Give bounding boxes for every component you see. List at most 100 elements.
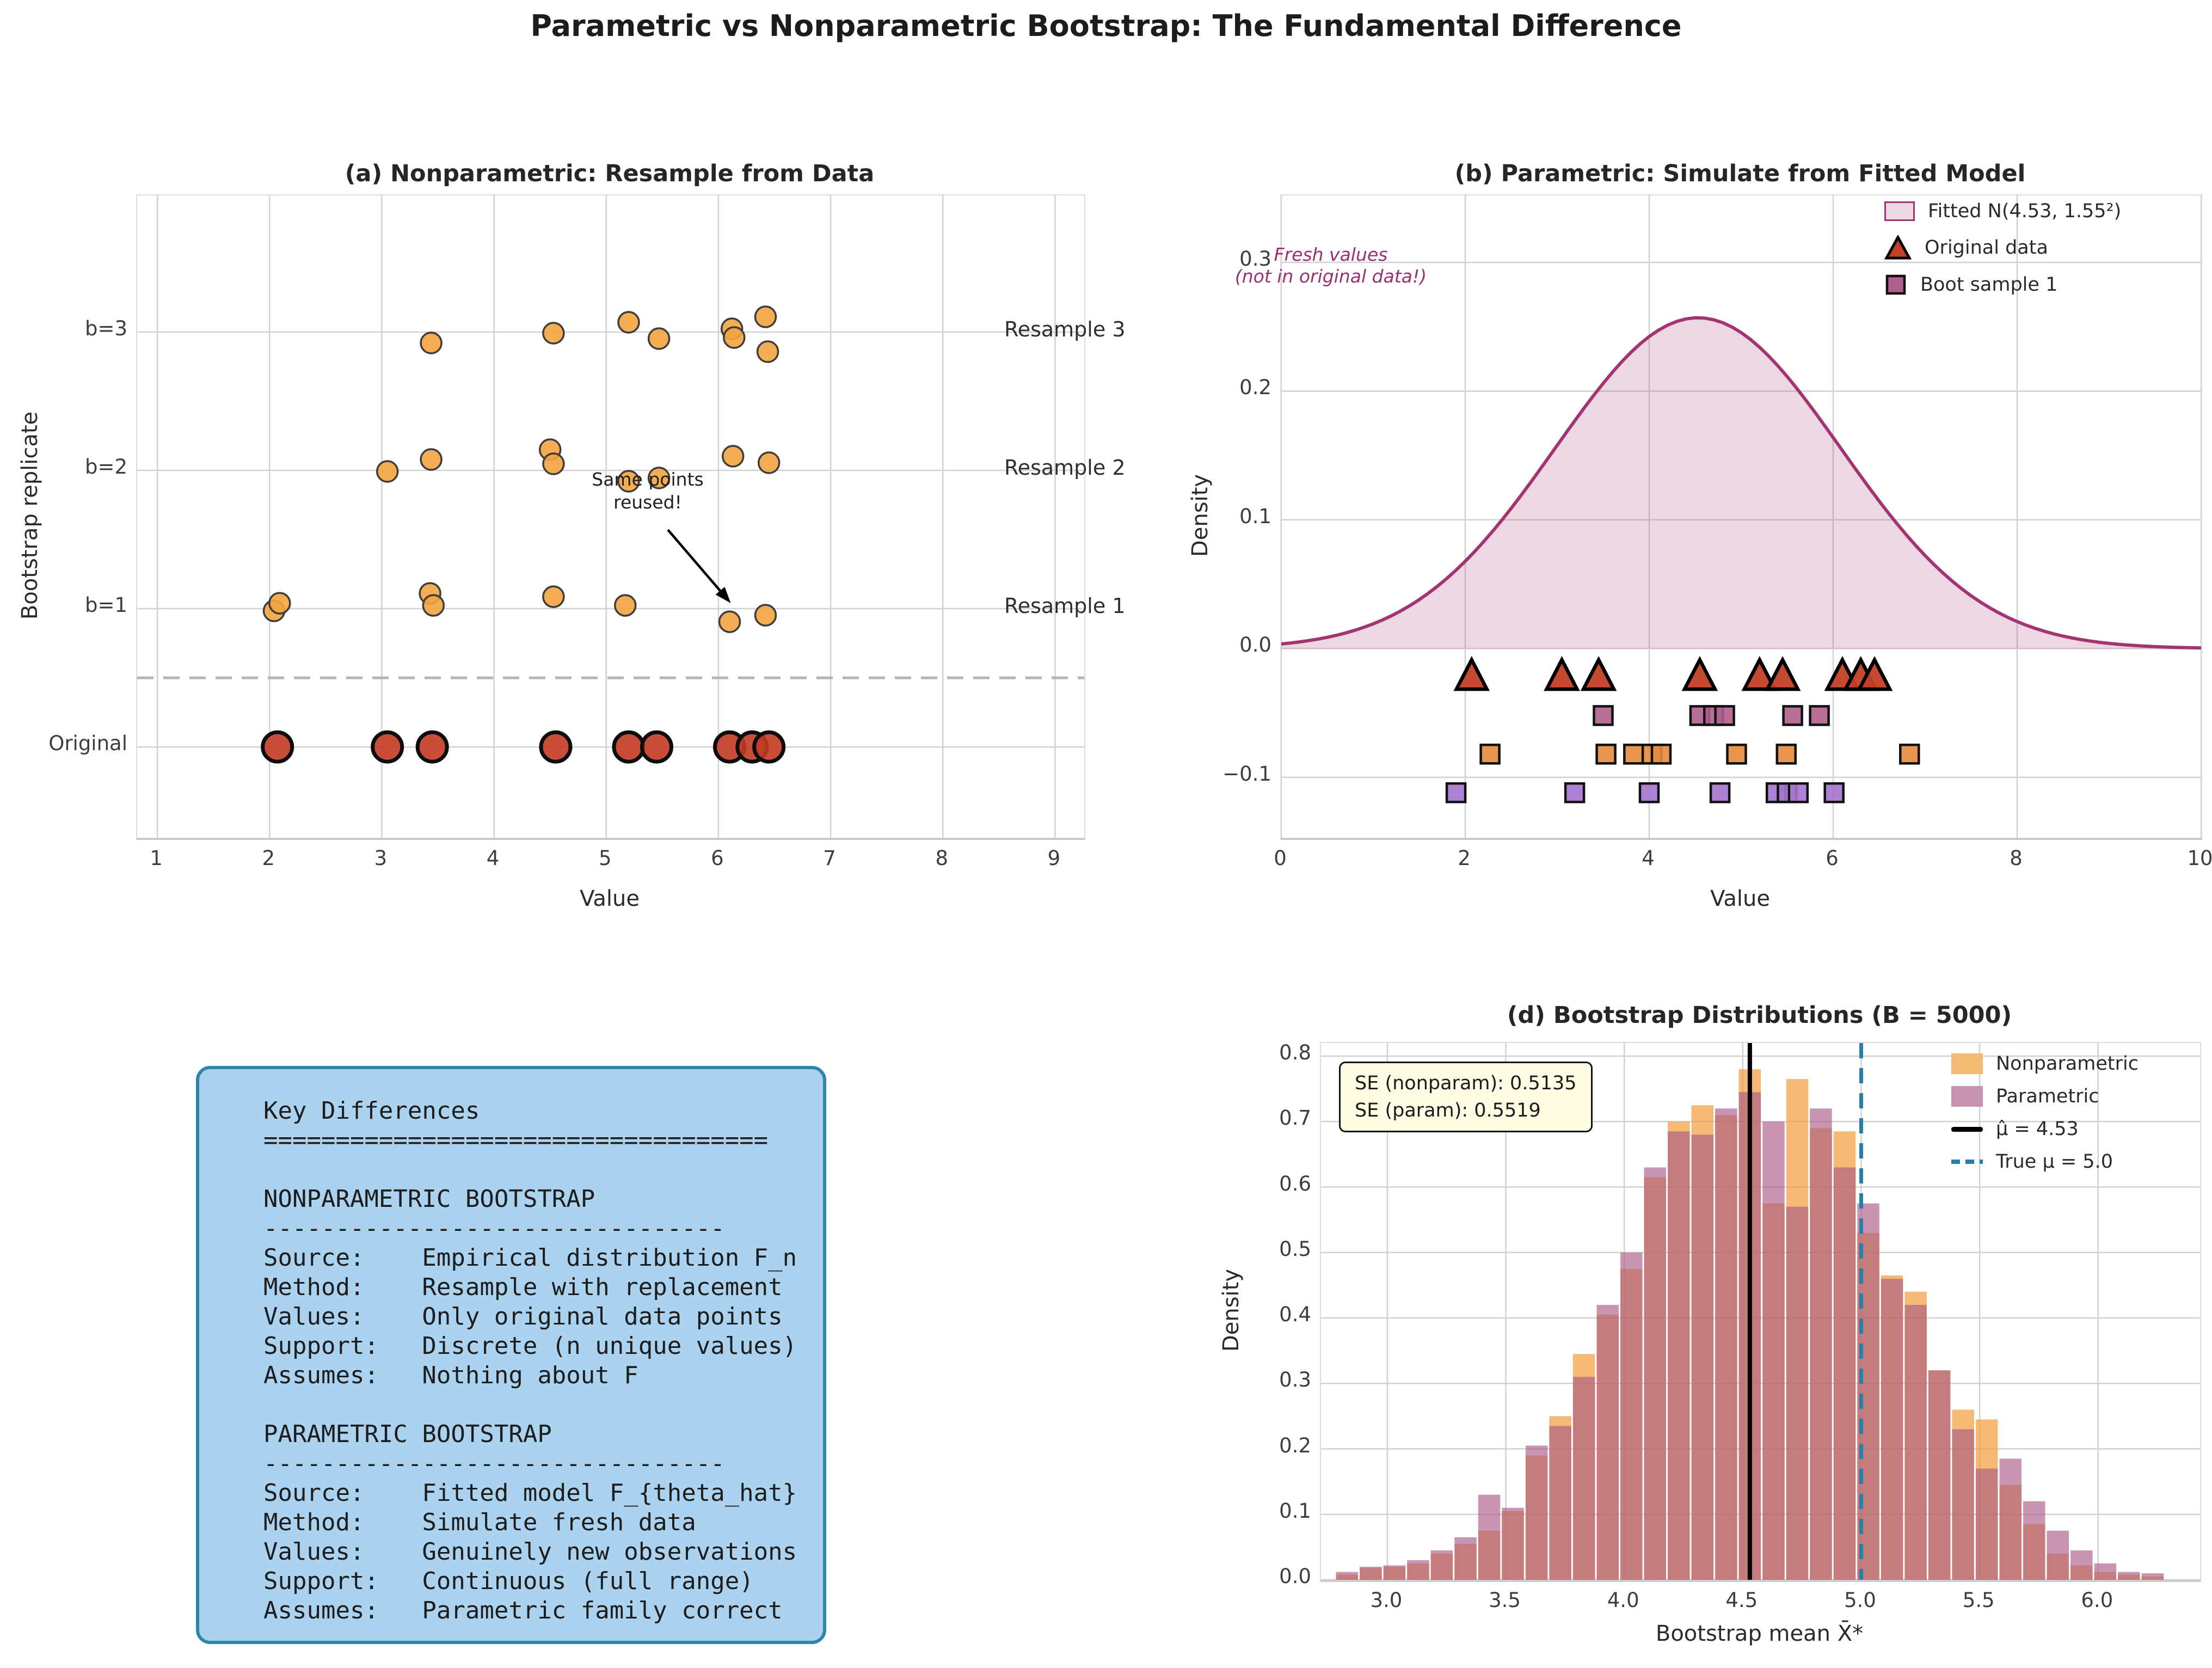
panel-a-xtick: 3 bbox=[374, 847, 388, 870]
panel-a-xtick: 7 bbox=[823, 847, 836, 870]
panel-b-xtick: 2 bbox=[1458, 847, 1471, 870]
panel-a-ytick: Original bbox=[48, 732, 127, 756]
panel-b-xtick: 8 bbox=[2010, 847, 2023, 870]
panel-a-ytick: b=1 bbox=[84, 593, 127, 617]
true-mu-line-swatch bbox=[1951, 1160, 1983, 1164]
gridlines bbox=[137, 195, 1084, 838]
annotation-line: Same points bbox=[592, 469, 704, 490]
rug-row-0 bbox=[1453, 655, 1893, 691]
panel-d-xlabel: Bootstrap mean X̄* bbox=[1655, 1621, 1864, 1646]
key-differences-box: Key Differences ========================… bbox=[196, 1066, 826, 1644]
legend-label: Boot sample 1 bbox=[1920, 274, 2058, 296]
legend-row: μ̂ = 4.53 bbox=[1951, 1118, 2139, 1140]
legend-row: Nonparametric bbox=[1951, 1053, 2139, 1075]
panel-a-xtick: 8 bbox=[935, 847, 948, 870]
legend-label: Nonparametric bbox=[1996, 1053, 2139, 1075]
panel-a-xtick: 2 bbox=[262, 847, 275, 870]
panel-b-ytick: 0.1 bbox=[1239, 504, 1271, 528]
panel-b-annotation: Fresh values (not in original data!) bbox=[1216, 244, 1445, 287]
rug-row-2 bbox=[1479, 744, 1920, 765]
panel-b-ytick: 0.0 bbox=[1239, 633, 1271, 657]
panel-d-xtick: 5.0 bbox=[1844, 1589, 1876, 1612]
panel-b-title: (b) Parametric: Simulate from Fitted Mod… bbox=[1454, 160, 2026, 187]
annotation-line: reused! bbox=[613, 492, 682, 513]
panel-d-xtick: 4.5 bbox=[1725, 1589, 1758, 1612]
triangle-marker-icon bbox=[1884, 235, 1912, 260]
panel-a-ytick: b=3 bbox=[84, 316, 127, 340]
key-box-text: Key Differences ========================… bbox=[263, 1097, 797, 1624]
legend-label: Fitted N(4.53, 1.55²) bbox=[1928, 200, 2122, 222]
legend-label: Original data bbox=[1925, 237, 2048, 259]
rug-row-1 bbox=[1593, 705, 1830, 726]
figure-title: Parametric vs Nonparametric Bootstrap: T… bbox=[530, 9, 1682, 43]
panel-b-xlabel: Value bbox=[1710, 886, 1770, 911]
panel-b-legend: Fitted N(4.53, 1.55²) Original data Boot… bbox=[1884, 200, 2121, 309]
panel-a-xtick: 9 bbox=[1047, 847, 1061, 870]
se-values-box: SE (nonparam): 0.5135 SE (param): 0.5519 bbox=[1339, 1062, 1593, 1132]
panel-d-xtick: 3.5 bbox=[1489, 1589, 1521, 1612]
legend-row: Original data bbox=[1884, 235, 2121, 260]
panel-d-ytick: 0.7 bbox=[1279, 1106, 1311, 1130]
panel-d-ytick: 0.8 bbox=[1279, 1041, 1311, 1065]
annotation-arrow bbox=[667, 529, 731, 603]
panel-b-ytick: −0.1 bbox=[1222, 762, 1271, 786]
gridlines bbox=[1281, 195, 2201, 838]
panel-b-xtick: 0 bbox=[1274, 847, 1287, 870]
panel-a-xtick: 4 bbox=[486, 847, 500, 870]
row-Original bbox=[261, 730, 786, 764]
row-b=3 bbox=[420, 305, 779, 363]
annotation-line: (not in original data!) bbox=[1234, 266, 1427, 287]
parametric-swatch bbox=[1951, 1086, 1983, 1107]
panel-b-xtick: 10 bbox=[2187, 847, 2212, 870]
panel-a-ylabel: Bootstrap replicate bbox=[17, 411, 42, 620]
se-param-text: SE (param): 0.5519 bbox=[1355, 1100, 1541, 1121]
panel-d-ytick: 0.5 bbox=[1279, 1237, 1311, 1261]
row-b=1 bbox=[262, 582, 777, 633]
panel-d-ytick: 0.6 bbox=[1279, 1172, 1311, 1195]
panel-a-resample-label: Resample 3 bbox=[1004, 317, 1126, 341]
se-nonparam-text: SE (nonparam): 0.5135 bbox=[1355, 1072, 1577, 1094]
panel-b-xtick: 4 bbox=[1642, 847, 1655, 870]
panel-d-xtick: 4.0 bbox=[1607, 1589, 1639, 1612]
panel-a-resample-label: Resample 1 bbox=[1004, 594, 1126, 618]
nonparametric-swatch bbox=[1951, 1053, 1983, 1074]
panel-a-xtick: 6 bbox=[711, 847, 724, 870]
legend-label: Parametric bbox=[1996, 1086, 2099, 1107]
panel-d-ytick: 0.2 bbox=[1279, 1433, 1311, 1457]
panel-d-xtick: 3.0 bbox=[1370, 1589, 1403, 1612]
legend-row: Fitted N(4.53, 1.55²) bbox=[1884, 200, 2121, 222]
panel-b-plot bbox=[1280, 194, 2202, 840]
panel-a-resample-label: Resample 2 bbox=[1004, 456, 1126, 480]
legend-row: Boot sample 1 bbox=[1884, 273, 2121, 296]
panel-a-xtick: 5 bbox=[598, 847, 612, 870]
panel-d-title: (d) Bootstrap Distributions (B = 5000) bbox=[1507, 1002, 2012, 1029]
panel-a-xtick: 1 bbox=[150, 847, 163, 870]
panel-d-xtick: 6.0 bbox=[2081, 1589, 2113, 1612]
square-marker-icon bbox=[1885, 274, 1906, 295]
mu-hat-line-swatch bbox=[1951, 1126, 1983, 1132]
panel-b-ytick: 0.2 bbox=[1239, 376, 1271, 400]
rug-row-3 bbox=[1445, 782, 1845, 804]
fitted-normal-curve bbox=[1281, 316, 2201, 650]
legend-label: True μ = 5.0 bbox=[1996, 1151, 2113, 1173]
panel-d-ytick: 0.4 bbox=[1279, 1303, 1311, 1327]
panel-d-ytick: 0.1 bbox=[1279, 1499, 1311, 1523]
panel-b-ytick: 0.3 bbox=[1239, 247, 1271, 271]
legend-row: True μ = 5.0 bbox=[1951, 1151, 2139, 1173]
panel-a-ytick: b=2 bbox=[84, 455, 127, 479]
panel-b-xtick: 6 bbox=[1826, 847, 1839, 870]
histogram-Parametric bbox=[1336, 1092, 2164, 1580]
panel-d-legend: Nonparametric Parametric μ̂ = 4.53 True … bbox=[1951, 1053, 2139, 1183]
panel-a-annotation: Same points reused! bbox=[563, 468, 732, 514]
fitted-distribution-swatch bbox=[1884, 201, 1915, 221]
panel-a-plot bbox=[136, 194, 1085, 840]
panel-d-ytick: 0.3 bbox=[1279, 1368, 1311, 1392]
panel-d-xtick: 5.5 bbox=[1962, 1589, 1995, 1612]
legend-label: μ̂ = 4.53 bbox=[1996, 1118, 2079, 1140]
panel-a-xlabel: Value bbox=[580, 886, 640, 911]
panel-a-title: (a) Nonparametric: Resample from Data bbox=[345, 160, 875, 187]
annotation-line: Fresh values bbox=[1274, 244, 1388, 265]
panel-d-ytick: 0.0 bbox=[1279, 1565, 1311, 1588]
legend-row: Parametric bbox=[1951, 1086, 2139, 1107]
